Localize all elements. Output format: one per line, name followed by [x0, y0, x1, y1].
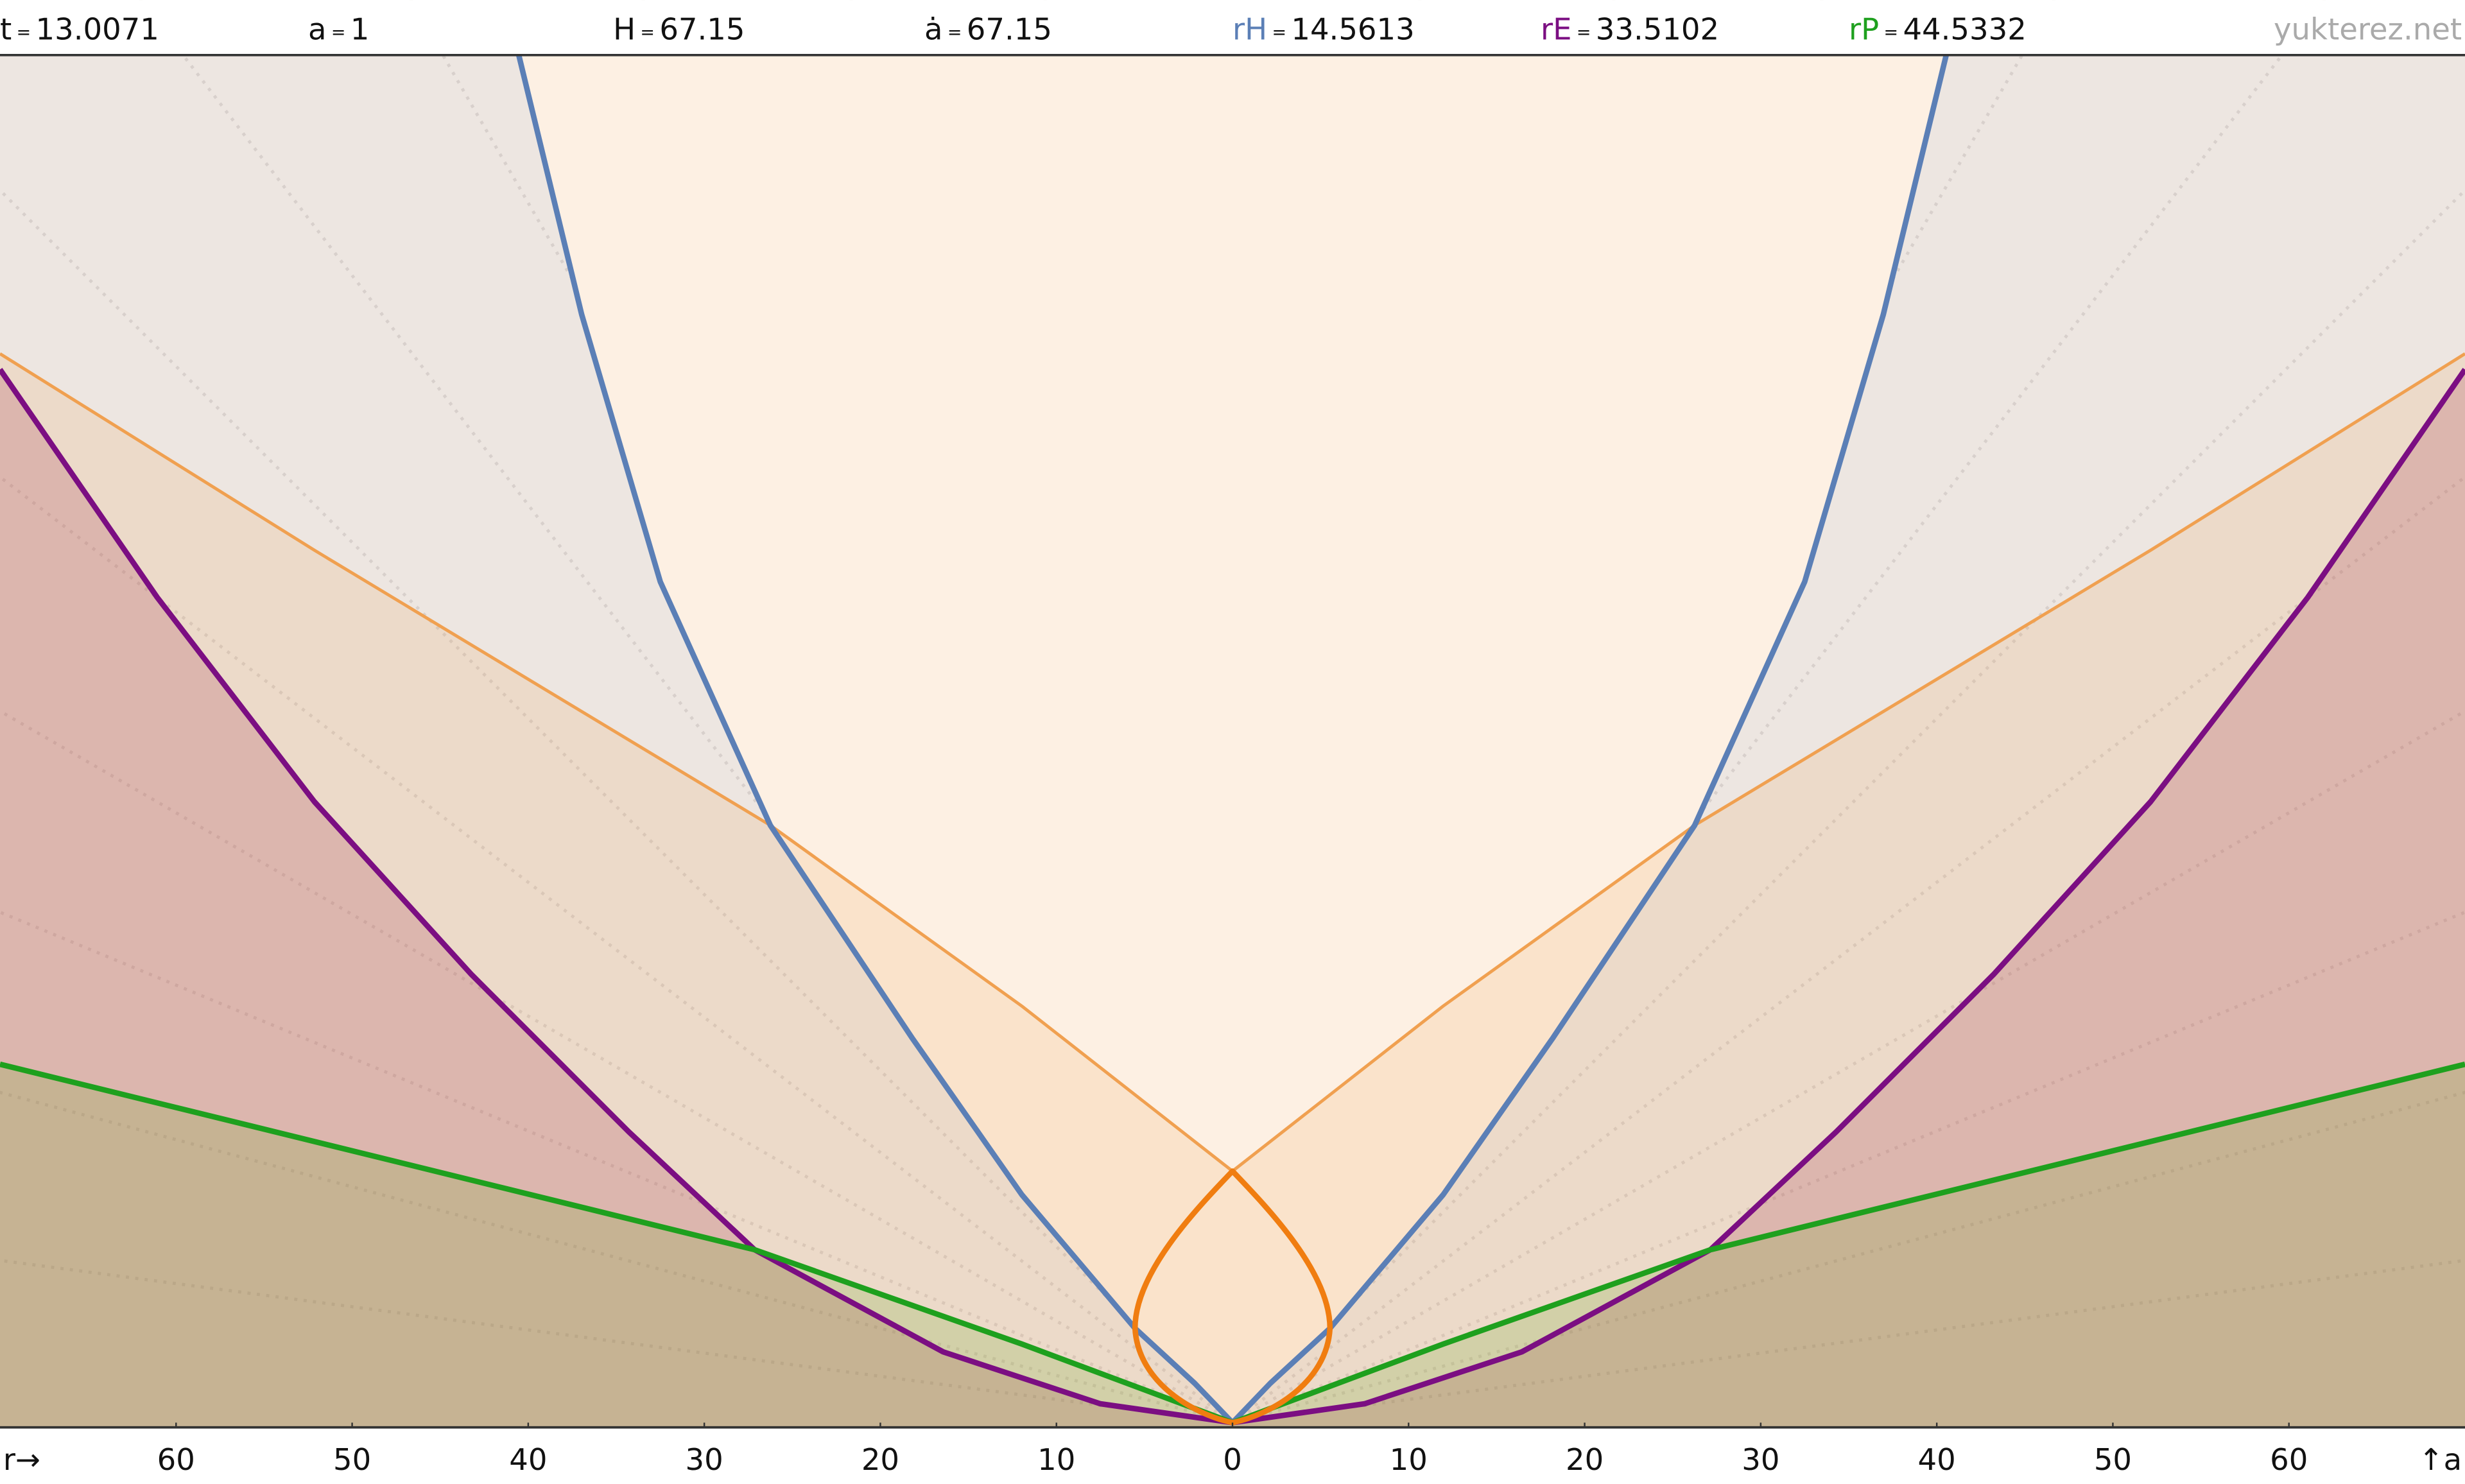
- axis-bar: [0, 1427, 2465, 1484]
- r-axis-label: r→: [3, 1442, 40, 1477]
- header-sep: =: [1884, 22, 1899, 42]
- header-value: 67.15: [967, 12, 1052, 46]
- header-item: a = 1: [308, 12, 369, 46]
- header-item: rP = 44.5332: [1849, 12, 2027, 46]
- header-label: t: [0, 12, 12, 46]
- header-sep: =: [331, 22, 346, 42]
- x-tick-label: 30: [686, 1442, 723, 1477]
- header-sep: =: [640, 22, 655, 42]
- x-tick-label: 10: [1037, 1442, 1075, 1477]
- particle-region: [0, 1064, 2465, 1428]
- header-sep: =: [947, 22, 962, 42]
- header-item: t = 13.0071: [0, 12, 159, 46]
- header-sep: =: [1577, 22, 1591, 42]
- header-sep: =: [17, 22, 31, 42]
- a-axis-label: ↑a: [2419, 1442, 2462, 1477]
- header-item: rE = 33.5102: [1541, 12, 1719, 46]
- header-value: 1: [350, 12, 370, 46]
- header-value: 67.15: [659, 12, 745, 46]
- hubble-region: [519, 55, 1946, 1423]
- header-bar: [0, 0, 2465, 55]
- header-label: H: [613, 12, 636, 46]
- light-cone-region: [0, 354, 2465, 1428]
- header-sep: =: [1272, 22, 1286, 42]
- x-tick-label: 0: [1223, 1442, 1242, 1477]
- header-label: rH: [1232, 12, 1267, 46]
- header-item: rH = 14.5613: [1232, 12, 1415, 46]
- header-value: 44.5332: [1903, 12, 2026, 46]
- header: t = 13.0071 a = 1 H = 67.15 ȧ = 67.15 rH = 14.5613 rE = 3…: [0, 12, 2027, 46]
- header-item: H = 67.15: [613, 12, 745, 46]
- header-value: 13.0071: [36, 12, 159, 46]
- ticks: 60 50 40 30 20 10 0 10 20 30 40 50 60: [157, 1422, 2308, 1477]
- event-region: [0, 369, 2465, 1428]
- header-label: rE: [1541, 12, 1572, 46]
- header-value: 33.5102: [1596, 12, 1719, 46]
- header-label: ȧ: [924, 12, 943, 46]
- x-tick-label: 40: [1918, 1442, 1956, 1477]
- x-tick-label: 60: [2270, 1442, 2308, 1477]
- x-tick-label: 60: [157, 1442, 195, 1477]
- x-tick-label: 20: [1566, 1442, 1604, 1477]
- header-value: 14.5613: [1291, 12, 1414, 46]
- x-tick-label: 50: [333, 1442, 371, 1477]
- x-tick-label: 10: [1390, 1442, 1428, 1477]
- x-tick-label: 40: [509, 1442, 547, 1477]
- x-tick-label: 30: [1742, 1442, 1779, 1477]
- watermark: yukterez.net: [2274, 12, 2462, 46]
- x-tick-label: 20: [861, 1442, 899, 1477]
- x-tick-label: 50: [2094, 1442, 2132, 1477]
- header-label: rP: [1849, 12, 1879, 46]
- header-label: a: [308, 12, 327, 46]
- header-item: ȧ = 67.15: [924, 12, 1052, 46]
